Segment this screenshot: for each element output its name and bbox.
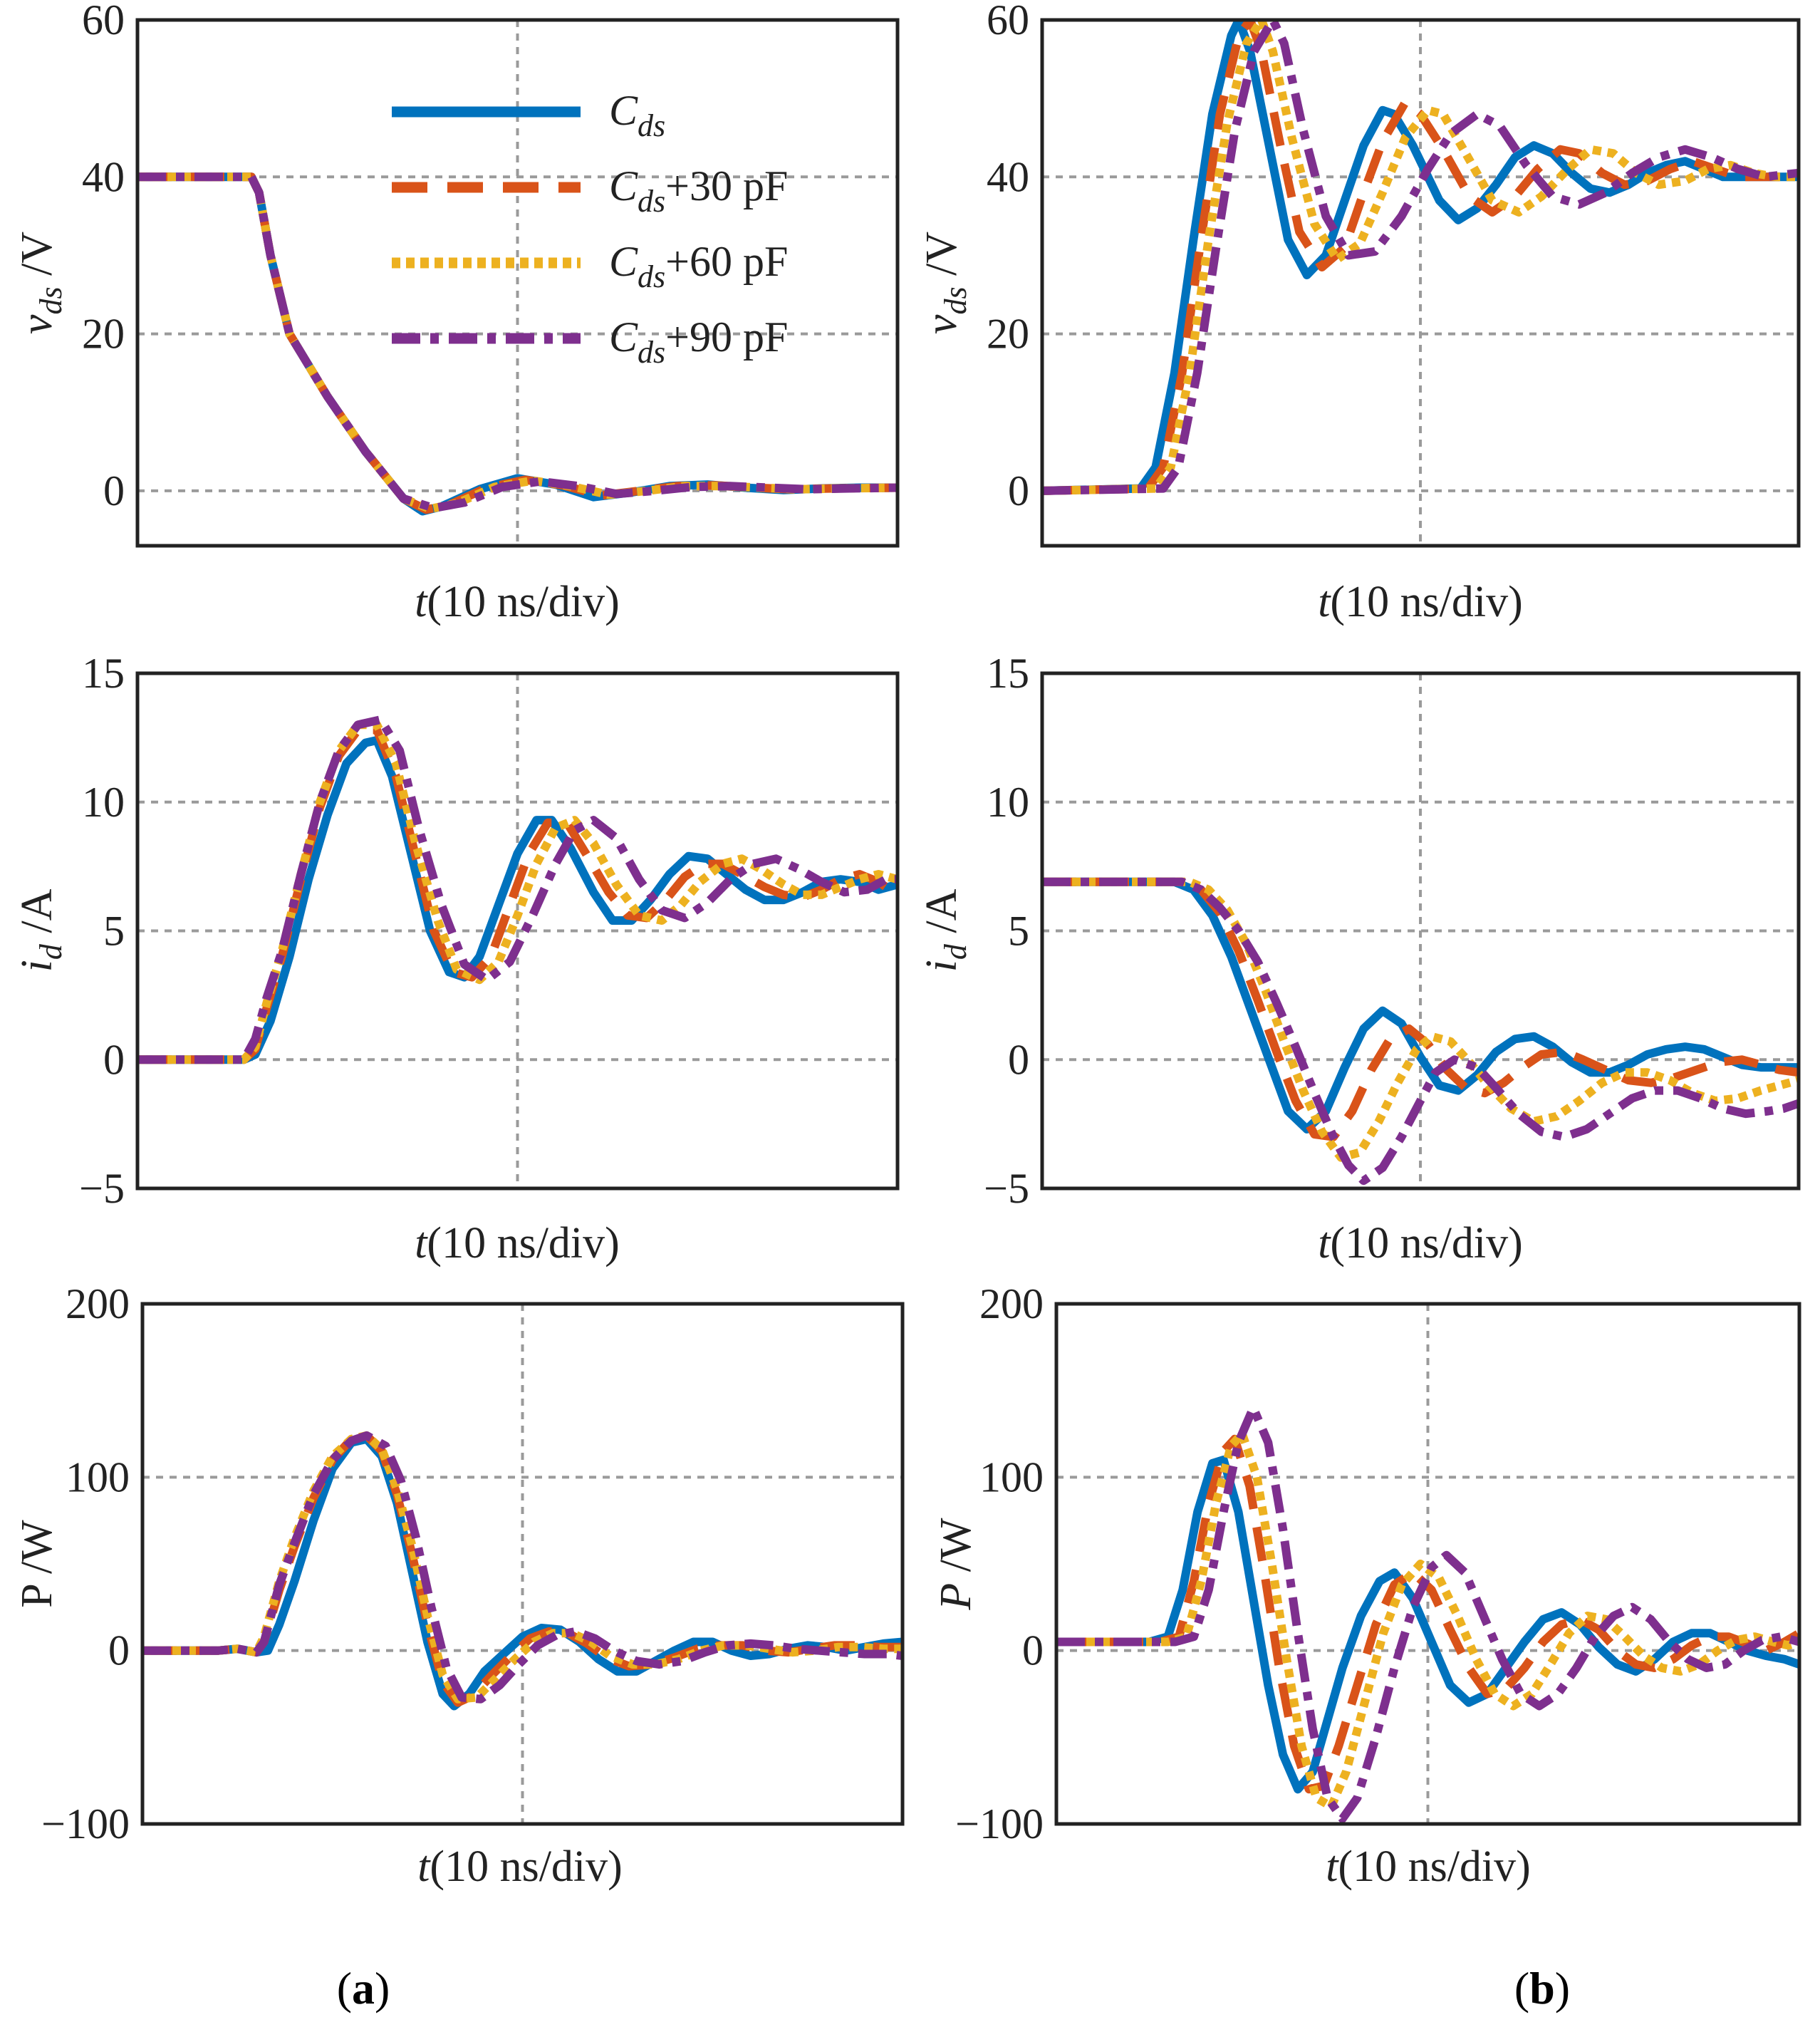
plot-frame-a1: [135, 18, 900, 548]
series-b3: [1056, 1404, 1799, 1823]
legend-label-cds-30pf: Cds+30 pF: [609, 162, 788, 219]
ytick-label-a1: 20: [82, 311, 125, 358]
series-line-a2-0: [137, 736, 898, 1064]
ylabel-b2: id /A: [917, 888, 973, 972]
grid-b3: [1056, 1304, 1799, 1824]
yticks-a2: −5 0 5 10 15: [79, 650, 125, 1212]
panel-a3: −100 0 100 200 P /W t(10 ns/div): [13, 1280, 905, 1891]
series-line-b1-2: [1042, 20, 1799, 495]
series-line-b1-3: [1042, 20, 1799, 495]
grid-a3: [142, 1304, 903, 1824]
grid-b2: [1042, 673, 1799, 1188]
series-line-a2-1: [137, 725, 898, 1064]
panel-b1: 0 20 40 60 vds /V t(10 ns/div): [917, 0, 1801, 626]
grid-b1: [1042, 20, 1799, 546]
series-line-a3-3: [142, 1431, 903, 1704]
subfigure-label-a: (a): [337, 1963, 390, 2013]
ytick-label-a3: −100: [41, 1800, 130, 1847]
ytick-label-a1: 40: [82, 153, 125, 200]
series-line-b3-3: [1056, 1404, 1799, 1823]
series-line-b2-1: [1042, 877, 1799, 1141]
ylabel-a2: id /A: [13, 888, 68, 972]
panel-b3: −100 0 100 200 P /W t(10 ns/div): [932, 1280, 1801, 1891]
ytick-label-a2: 15: [82, 650, 125, 697]
ylabel-a1: vds /V: [13, 232, 68, 334]
xlabel-a2: t(10 ns/div): [415, 1219, 620, 1267]
xlabel-a3: t(10 ns/div): [417, 1842, 623, 1891]
ytick-label-a3: 0: [108, 1627, 130, 1674]
plot-frame-b1: [1040, 18, 1801, 548]
series-line-a2-3: [137, 715, 898, 1064]
legend-label-cds: Cds: [609, 87, 665, 143]
subfigure-label-b: (b): [1514, 1963, 1570, 2013]
ytick-label-b2: 5: [1008, 908, 1029, 955]
xlabel-a1: t(10 ns/div): [415, 578, 620, 626]
plot-frame-a2: [135, 671, 900, 1191]
xlabel-b2: t(10 ns/div): [1318, 1219, 1523, 1267]
ytick-label-b2: 15: [987, 650, 1029, 697]
ytick-label-b2: −5: [984, 1165, 1029, 1212]
legend: Cds Cds+30 pF Cds+60 pF Cds+90 pF: [392, 87, 788, 370]
ytick-label-b3: 200: [979, 1280, 1044, 1327]
legend-label-cds-90pf: Cds+90 pF: [609, 313, 788, 370]
series-line-b2-3: [1042, 877, 1799, 1186]
series-b2: [1042, 877, 1799, 1186]
ytick-label-b1: 40: [987, 153, 1029, 200]
ytick-label-a2: 10: [82, 779, 125, 826]
panel-a2: −5 0 5 10 15 id /A t(10 ns/div): [13, 650, 900, 1267]
panel-a1: 0 20 40 60 vds /V t(10 ns/div) Cds Cds+30 p…: [13, 0, 900, 626]
ytick-label-a3: 100: [66, 1453, 130, 1500]
ytick-label-a1: 0: [103, 467, 125, 514]
yticks-b3: −100 0 100 200: [955, 1280, 1044, 1847]
series-a1: [137, 172, 898, 516]
ytick-label-a2: 5: [103, 908, 125, 955]
plot-frame-a3: [140, 1302, 905, 1826]
yticks-a3: −100 0 100 200: [41, 1280, 130, 1847]
ytick-label-a2: 0: [103, 1036, 125, 1083]
xlabel-b3: t(10 ns/div): [1326, 1842, 1531, 1891]
ytick-label-a3: 200: [66, 1280, 130, 1327]
ylabel-b1: vds /V: [917, 232, 973, 334]
ytick-label-a2: −5: [79, 1165, 125, 1212]
yticks-b1: 0 20 40 60: [987, 0, 1029, 514]
ytick-label-b2: 10: [987, 779, 1029, 826]
series-line-b3-2: [1056, 1429, 1799, 1811]
grid-a2: [137, 673, 898, 1188]
series-b1: [1042, 20, 1799, 495]
ytick-label-b3: −100: [955, 1800, 1044, 1847]
ytick-label-b1: 20: [987, 311, 1029, 358]
series-line-b3-1: [1056, 1434, 1799, 1794]
ylabel-b3: P /W: [932, 1518, 980, 1611]
yticks-b2: −5 0 5 10 15: [984, 650, 1029, 1212]
plot-frame-b3: [1054, 1302, 1801, 1826]
legend-label-cds-60pf: Cds+60 pF: [609, 238, 788, 294]
plot-frame-b2: [1040, 671, 1801, 1191]
yticks-a1: 0 20 40 60: [82, 0, 125, 514]
xlabel-b1: t(10 ns/div): [1318, 578, 1523, 626]
ytick-label-b1: 60: [987, 0, 1029, 43]
ytick-label-b3: 0: [1022, 1627, 1044, 1674]
ylabel-a3: P /W: [13, 1520, 61, 1608]
series-a2: [137, 715, 898, 1064]
ytick-label-b2: 0: [1008, 1036, 1029, 1083]
series-line-a1-3: [137, 172, 898, 513]
ytick-label-b3: 100: [979, 1453, 1044, 1500]
panel-b2: −5 0 5 10 15 id /A t(10 ns/div): [917, 650, 1801, 1267]
series-line-b2-0: [1042, 877, 1799, 1134]
series-a3: [142, 1431, 903, 1711]
ytick-label-a1: 60: [82, 0, 125, 43]
ytick-label-b1: 0: [1008, 467, 1029, 514]
